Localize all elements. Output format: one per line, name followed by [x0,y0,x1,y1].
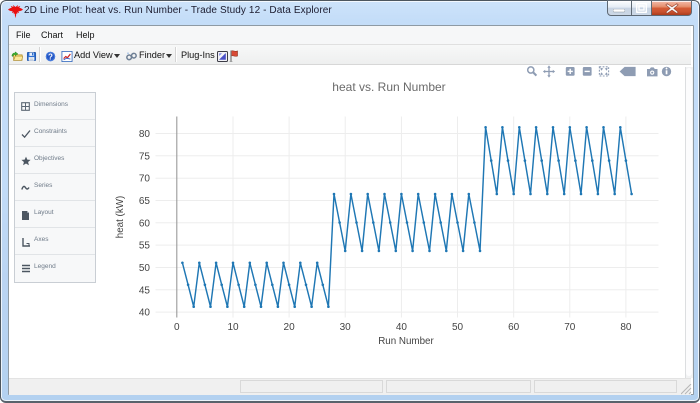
svg-text:?: ? [48,52,53,61]
svg-text:55: 55 [139,241,151,252]
svg-text:0: 0 [174,322,180,333]
svg-text:heat (kW): heat (kW) [115,196,126,238]
svg-text:40: 40 [396,322,408,333]
svg-text:75: 75 [139,151,151,162]
svg-text:60: 60 [508,322,520,333]
svg-text:80: 80 [620,322,632,333]
svg-text:60: 60 [139,218,151,229]
svg-text:20: 20 [284,322,296,333]
svg-text:10: 10 [227,322,239,333]
svg-text:50: 50 [139,263,151,274]
svg-text:30: 30 [340,322,352,333]
svg-text:65: 65 [139,196,151,207]
svg-text:70: 70 [139,174,151,185]
svg-text:Run Number: Run Number [378,336,434,347]
svg-text:70: 70 [564,322,576,333]
svg-text:40: 40 [139,308,151,319]
svg-text:45: 45 [139,285,151,296]
svg-text:50: 50 [452,322,464,333]
svg-text:heat vs. Run Number: heat vs. Run Number [332,80,445,94]
svg-text:80: 80 [139,129,151,140]
